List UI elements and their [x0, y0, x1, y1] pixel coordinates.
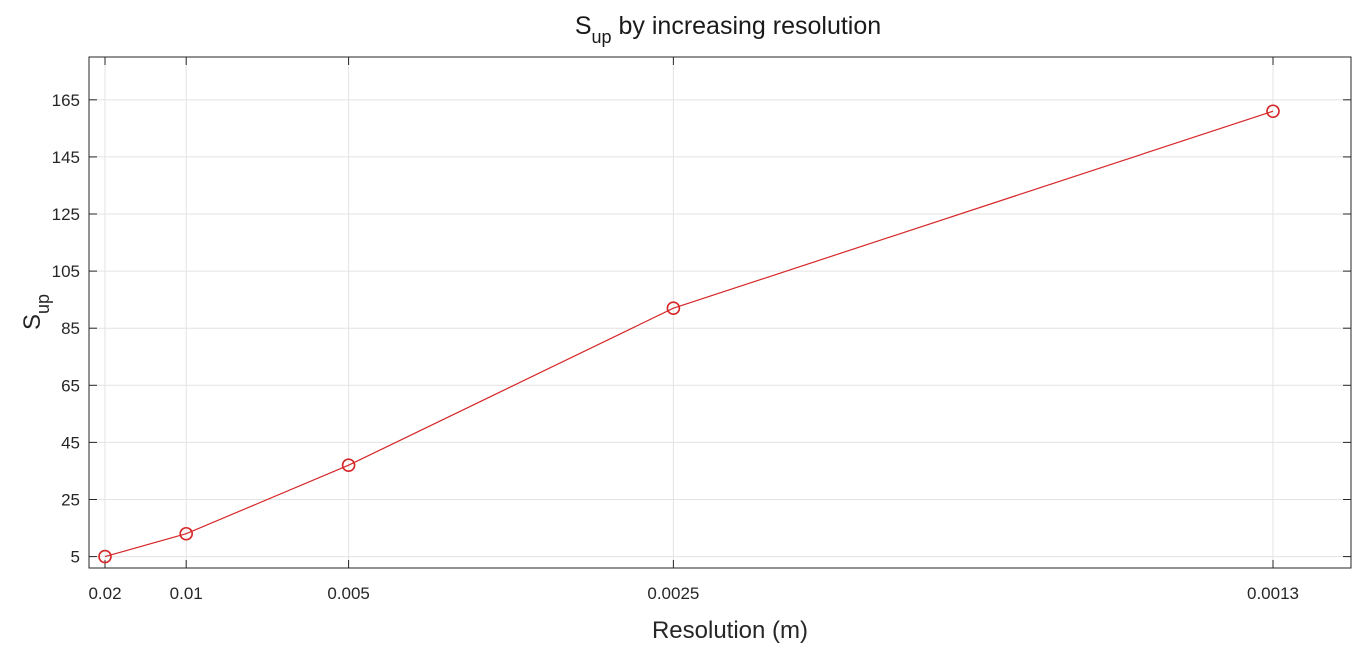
x-axis: 0.02 0.01 0.005 0.0025 0.0013 [88, 57, 1299, 603]
data-point [666, 301, 681, 316]
x-tick-label: 0.0025 [647, 584, 699, 603]
y-tick-label: 145 [52, 148, 80, 167]
grid [89, 57, 1351, 568]
plot-area [89, 57, 1351, 568]
y-tick-label: 65 [61, 376, 80, 395]
y-tick-label: 125 [52, 205, 80, 224]
data-point [1266, 104, 1280, 119]
y-tick-label: 165 [52, 91, 80, 110]
x-tick-label: 0.01 [170, 584, 203, 603]
x-tick-label: 0.02 [88, 584, 121, 603]
x-tick-label: 0.0013 [1247, 584, 1299, 603]
y-tick-label: 45 [61, 433, 80, 452]
x-tick-label: 0.005 [327, 584, 370, 603]
data-point [98, 549, 112, 564]
x-axis-label: Resolution (m) [652, 617, 808, 644]
y-tick-label: 85 [61, 319, 80, 338]
chart-title: Sup by increasing resolution [575, 12, 881, 47]
series-line [104, 110, 1274, 558]
data-point [341, 458, 356, 473]
series [98, 104, 1280, 564]
y-tick-label: 105 [52, 262, 80, 281]
y-tick-label: 5 [71, 548, 80, 567]
plot-frame [88, 56, 1352, 569]
data-point [179, 526, 193, 541]
y-axis-label: Sup [19, 294, 53, 330]
y-tick-label: 25 [61, 490, 80, 509]
y-axis: 5 25 45 65 85 105 125 145 165 [52, 91, 1351, 567]
